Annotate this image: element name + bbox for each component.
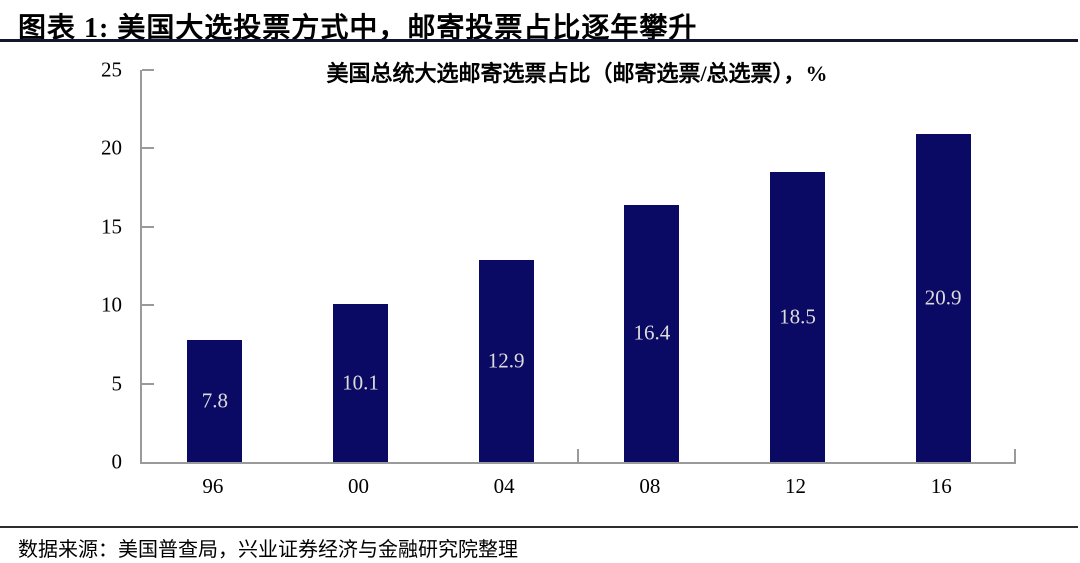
chart-title: 美国总统大选邮寄选票占比（邮寄选票/总选票），% — [326, 61, 828, 86]
y-axis-labels: 0 5 10 15 20 25 — [0, 59, 123, 472]
x-tick-label-00: 00 — [348, 474, 369, 498]
y-tick-label: 10 — [101, 292, 122, 317]
bar-04: 12.9 — [478, 259, 534, 462]
x-tick-label-96: 96 — [202, 474, 224, 498]
y-tick-mark — [142, 225, 154, 228]
x-tick-mark — [577, 449, 579, 462]
y-tick-mark — [142, 382, 154, 385]
y-tick-label: 20 — [101, 135, 122, 160]
x-axis-labels: 96 00 04 08 12 16 — [140, 474, 1014, 502]
bar-value-label: 16.4 — [633, 320, 671, 345]
y-tick-label: 5 — [111, 371, 123, 396]
bar-value-label: 18.5 — [779, 304, 816, 329]
bar-16: 20.9 — [915, 134, 971, 462]
y-tick-label: 15 — [101, 214, 122, 239]
x-tick-label-12: 12 — [785, 474, 807, 498]
data-source-note: 数据来源：美国普查局，兴业证券经济与金融研究院整理 — [18, 539, 518, 561]
x-tick-label-04: 04 — [493, 474, 515, 498]
bar-12: 18.5 — [770, 171, 825, 462]
y-tick-mark — [142, 147, 154, 150]
y-tick-mark — [142, 304, 154, 307]
x-tick-label-16: 16 — [930, 474, 952, 498]
source-divider — [0, 526, 1078, 528]
plot-area: 7.8 10.1 12.9 16.4 18.5 20.9 — [140, 69, 1016, 464]
bar-96: 7.8 — [187, 339, 243, 462]
x-tick-label-08: 08 — [639, 474, 661, 498]
bar-value-label: 7.8 — [201, 388, 228, 413]
figure-caption: 图表 1: 美国大选投票方式中，邮寄投票占比逐年攀升 — [18, 13, 698, 44]
x-tick-mark — [1014, 449, 1016, 462]
bar-00: 10.1 — [333, 303, 388, 462]
y-tick-label: 25 — [101, 57, 122, 82]
bar-value-label: 12.9 — [487, 348, 525, 373]
bar-value-label: 10.1 — [342, 370, 379, 395]
caption-divider — [0, 39, 1078, 42]
y-tick-mark — [142, 69, 154, 71]
bar-08: 16.4 — [624, 204, 680, 462]
y-tick-label: 0 — [111, 449, 123, 474]
bar-value-label: 20.9 — [924, 285, 962, 310]
